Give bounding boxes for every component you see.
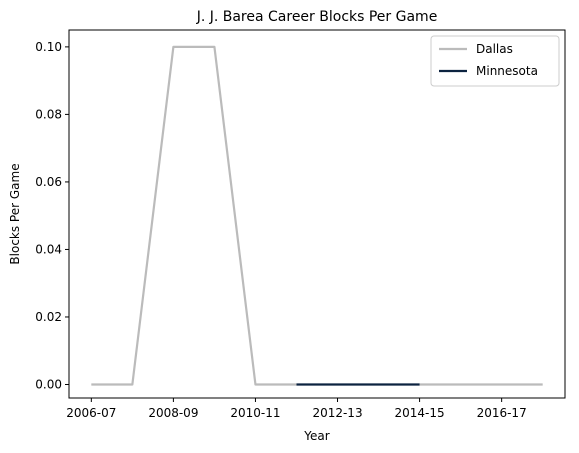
x-tick-label: 2008-09 (148, 406, 198, 420)
x-tick-label: 2016-17 (477, 406, 527, 420)
legend-label: Dallas (476, 42, 513, 56)
x-tick-label: 2014-15 (395, 406, 445, 420)
x-axis-label: Year (303, 429, 329, 443)
y-axis-label: Blocks Per Game (8, 163, 22, 264)
y-tick-label: 0.08 (35, 107, 62, 121)
x-tick-label: 2006-07 (66, 406, 116, 420)
legend-label: Minnesota (476, 64, 538, 78)
chart-title: J. J. Barea Career Blocks Per Game (196, 9, 438, 25)
y-tick-label: 0.04 (35, 242, 62, 256)
series-line-dallas (91, 45, 297, 386)
y-axis: 0.00 0.02 0.04 0.06 0.08 0.10 (35, 40, 69, 391)
legend: Dallas Minnesota (430, 35, 560, 87)
series-layer (91, 45, 543, 386)
plot-area (68, 29, 566, 399)
x-axis: 2006-07 2008-09 2010-11 2012-13 2014-15 2016-… (66, 398, 527, 420)
x-tick-label: 2010-11 (230, 406, 280, 420)
y-tick-label: 0.10 (35, 40, 62, 54)
y-tick-label: 0.00 (35, 377, 62, 391)
y-tick-label: 0.06 (35, 175, 62, 189)
x-tick-label: 2012-13 (312, 406, 362, 420)
y-tick-label: 0.02 (35, 310, 62, 324)
